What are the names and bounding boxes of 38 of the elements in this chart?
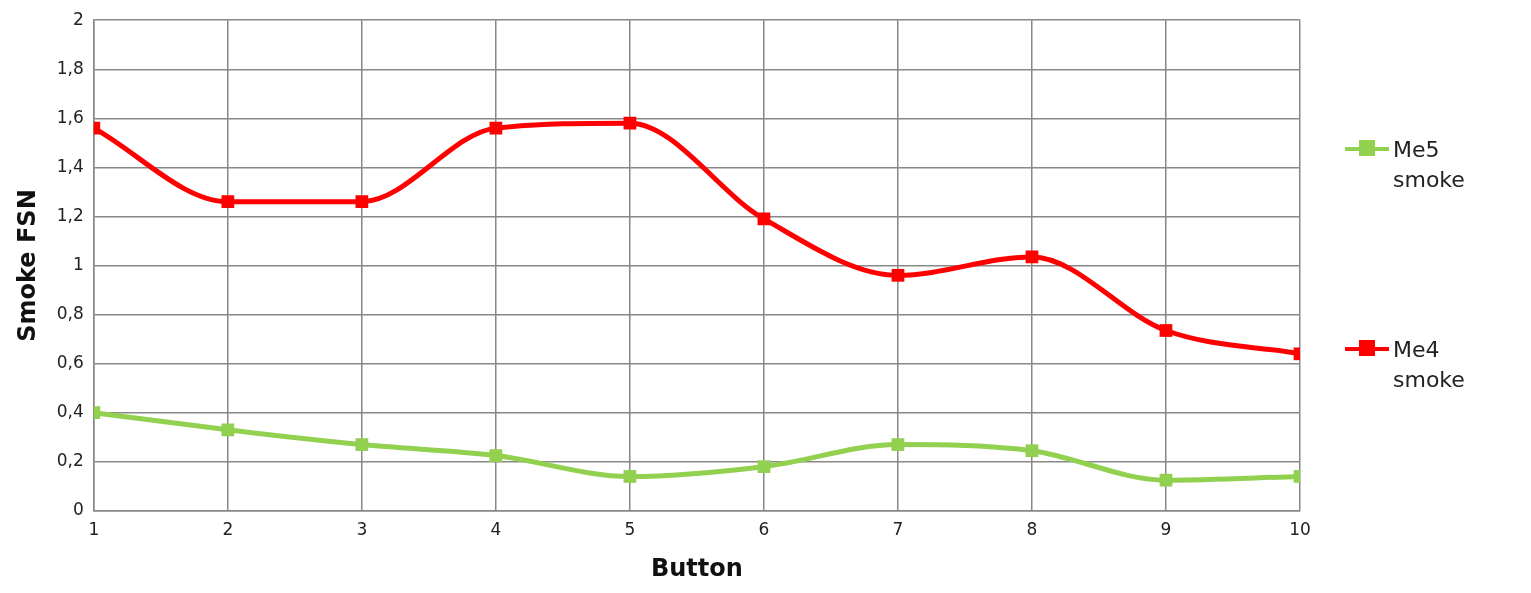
point [623,470,637,483]
y-tick-label: 1 [73,253,84,274]
x-tick-label: 4 [490,519,502,540]
x-tick-label: 7 [892,519,904,540]
y-tick-label: 1,6 [56,106,84,127]
point [891,438,905,451]
point [489,449,503,462]
point [1159,324,1173,337]
x-axis-title: Button [650,553,743,582]
y-tick-label: 1,8 [56,57,84,78]
y-tick-label: 0,8 [56,302,84,323]
point [355,195,369,209]
x-tick-label: 6 [758,519,770,540]
legend-label: Me4 smoke [1393,336,1466,394]
x-tick-label: 10 [1289,519,1311,540]
y-axis-title: Smoke FSN [12,189,41,342]
y-tick-label: 0,2 [56,450,84,471]
y-tick-label: 1,2 [56,204,84,225]
x-tick-label: 3 [356,519,368,540]
x-tick-label: 1 [88,519,100,540]
point [1025,444,1039,458]
point [891,268,905,282]
point [221,195,235,209]
point [221,423,235,437]
point [355,438,369,451]
x-tick-label: 2 [222,519,234,540]
point [1159,473,1173,487]
y-tick-label: 0,4 [56,401,84,422]
x-tick-label: 8 [1026,519,1038,540]
y-tick-label: 1,4 [56,155,84,176]
x-tick-label: 5 [624,519,636,540]
y-tick-label: 2 [73,8,84,29]
legend-label: Me5 smoke [1393,136,1466,194]
point [757,460,771,474]
y-tick-label: 0 [73,499,84,520]
point [623,116,637,130]
x-tick-label: 9 [1160,519,1172,540]
y-tick-label: 0,6 [56,352,84,373]
